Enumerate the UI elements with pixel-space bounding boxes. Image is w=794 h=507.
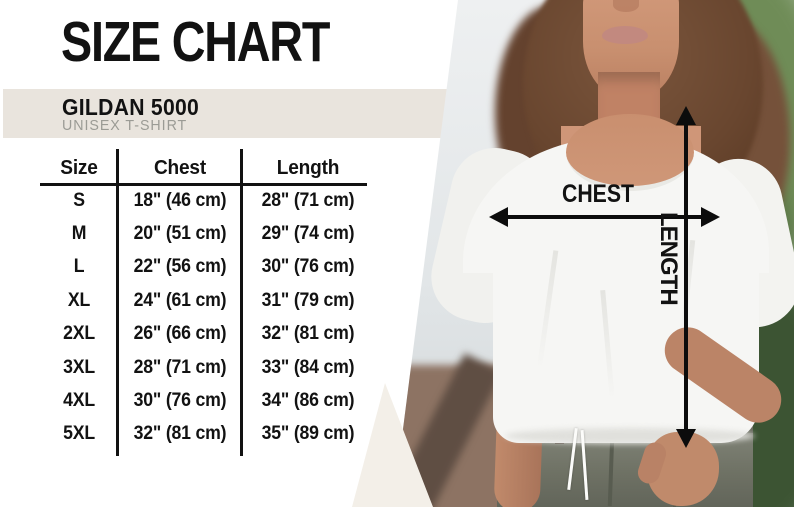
table-row: S 18" (46 cm) 28" (71 cm) xyxy=(40,184,374,217)
header-cell-size: Size xyxy=(60,156,98,179)
cell-size: S xyxy=(73,189,85,211)
model-nose xyxy=(613,0,639,12)
product-band: GILDAN 5000 UNISEX T-SHIRT xyxy=(3,89,455,138)
model-photo: CHEST LENGTH xyxy=(393,0,794,507)
cell-length: 34" (86 cm) xyxy=(261,390,355,412)
cell-chest: 20" (51 cm) xyxy=(133,223,227,245)
cell-chest: 28" (71 cm) xyxy=(133,356,227,378)
cell-size: L xyxy=(73,256,85,278)
table-row: 2XL 26" (66 cm) 32" (81 cm) xyxy=(40,318,374,351)
table-header-row: Size Chest Length xyxy=(40,152,374,184)
cell-chest: 22" (56 cm) xyxy=(133,256,227,278)
cell-length: 35" (89 cm) xyxy=(261,423,355,445)
table-header-rule xyxy=(40,183,367,186)
table-row: 5XL 32" (81 cm) 35" (89 cm) xyxy=(40,418,374,451)
page-title: SIZE CHART xyxy=(61,10,330,74)
size-table: Size Chest Length S 18" (46 cm) 28" (71 … xyxy=(40,152,374,451)
cell-length: 32" (81 cm) xyxy=(261,323,355,345)
cell-size: 4XL xyxy=(63,390,95,412)
cell-chest: 32" (81 cm) xyxy=(133,423,227,445)
length-arrowhead-top-icon xyxy=(676,106,696,125)
table-row: 3XL 28" (71 cm) 33" (84 cm) xyxy=(40,351,374,384)
table-row: 4XL 30" (76 cm) 34" (86 cm) xyxy=(40,384,374,417)
length-arrow-label: LENGTH xyxy=(655,212,682,305)
header-cell-chest: Chest xyxy=(153,156,207,179)
cell-size: M xyxy=(71,223,87,245)
tshirt-body xyxy=(493,215,759,443)
product-name: GILDAN 5000 xyxy=(62,94,200,120)
cell-size: 3XL xyxy=(63,356,95,378)
cell-chest: 18" (46 cm) xyxy=(133,189,227,211)
cell-size: 2XL xyxy=(63,323,95,345)
table-column-divider xyxy=(240,149,243,456)
table-column-divider xyxy=(116,149,119,456)
chest-arrowhead-right-icon xyxy=(701,207,720,227)
cell-chest: 26" (66 cm) xyxy=(133,323,227,345)
length-arrowhead-bottom-icon xyxy=(676,429,696,448)
cell-length: 28" (71 cm) xyxy=(261,189,355,211)
cell-size: XL xyxy=(67,289,91,311)
product-type: UNISEX T-SHIRT xyxy=(62,117,188,134)
table-row: M 20" (51 cm) 29" (74 cm) xyxy=(40,217,374,250)
chest-arrow-label: CHEST xyxy=(561,180,635,208)
tshirt-hem xyxy=(505,428,755,444)
model-lips xyxy=(602,26,648,44)
header-cell-length: Length xyxy=(276,156,340,179)
cell-chest: 30" (76 cm) xyxy=(133,390,227,412)
cell-length: 31" (79 cm) xyxy=(261,289,355,311)
chest-arrow-line xyxy=(505,215,705,219)
cell-length: 33" (84 cm) xyxy=(261,356,355,378)
cell-chest: 24" (61 cm) xyxy=(133,289,227,311)
tshirt-neckline xyxy=(566,114,694,191)
cell-length: 30" (76 cm) xyxy=(261,256,355,278)
chest-arrowhead-left-icon xyxy=(489,207,508,227)
cell-size: 5XL xyxy=(63,423,95,445)
cell-length: 29" (74 cm) xyxy=(261,223,355,245)
table-row: XL 24" (61 cm) 31" (79 cm) xyxy=(40,284,374,317)
length-arrow-line xyxy=(684,124,688,430)
table-row: L 22" (56 cm) 30" (76 cm) xyxy=(40,251,374,284)
